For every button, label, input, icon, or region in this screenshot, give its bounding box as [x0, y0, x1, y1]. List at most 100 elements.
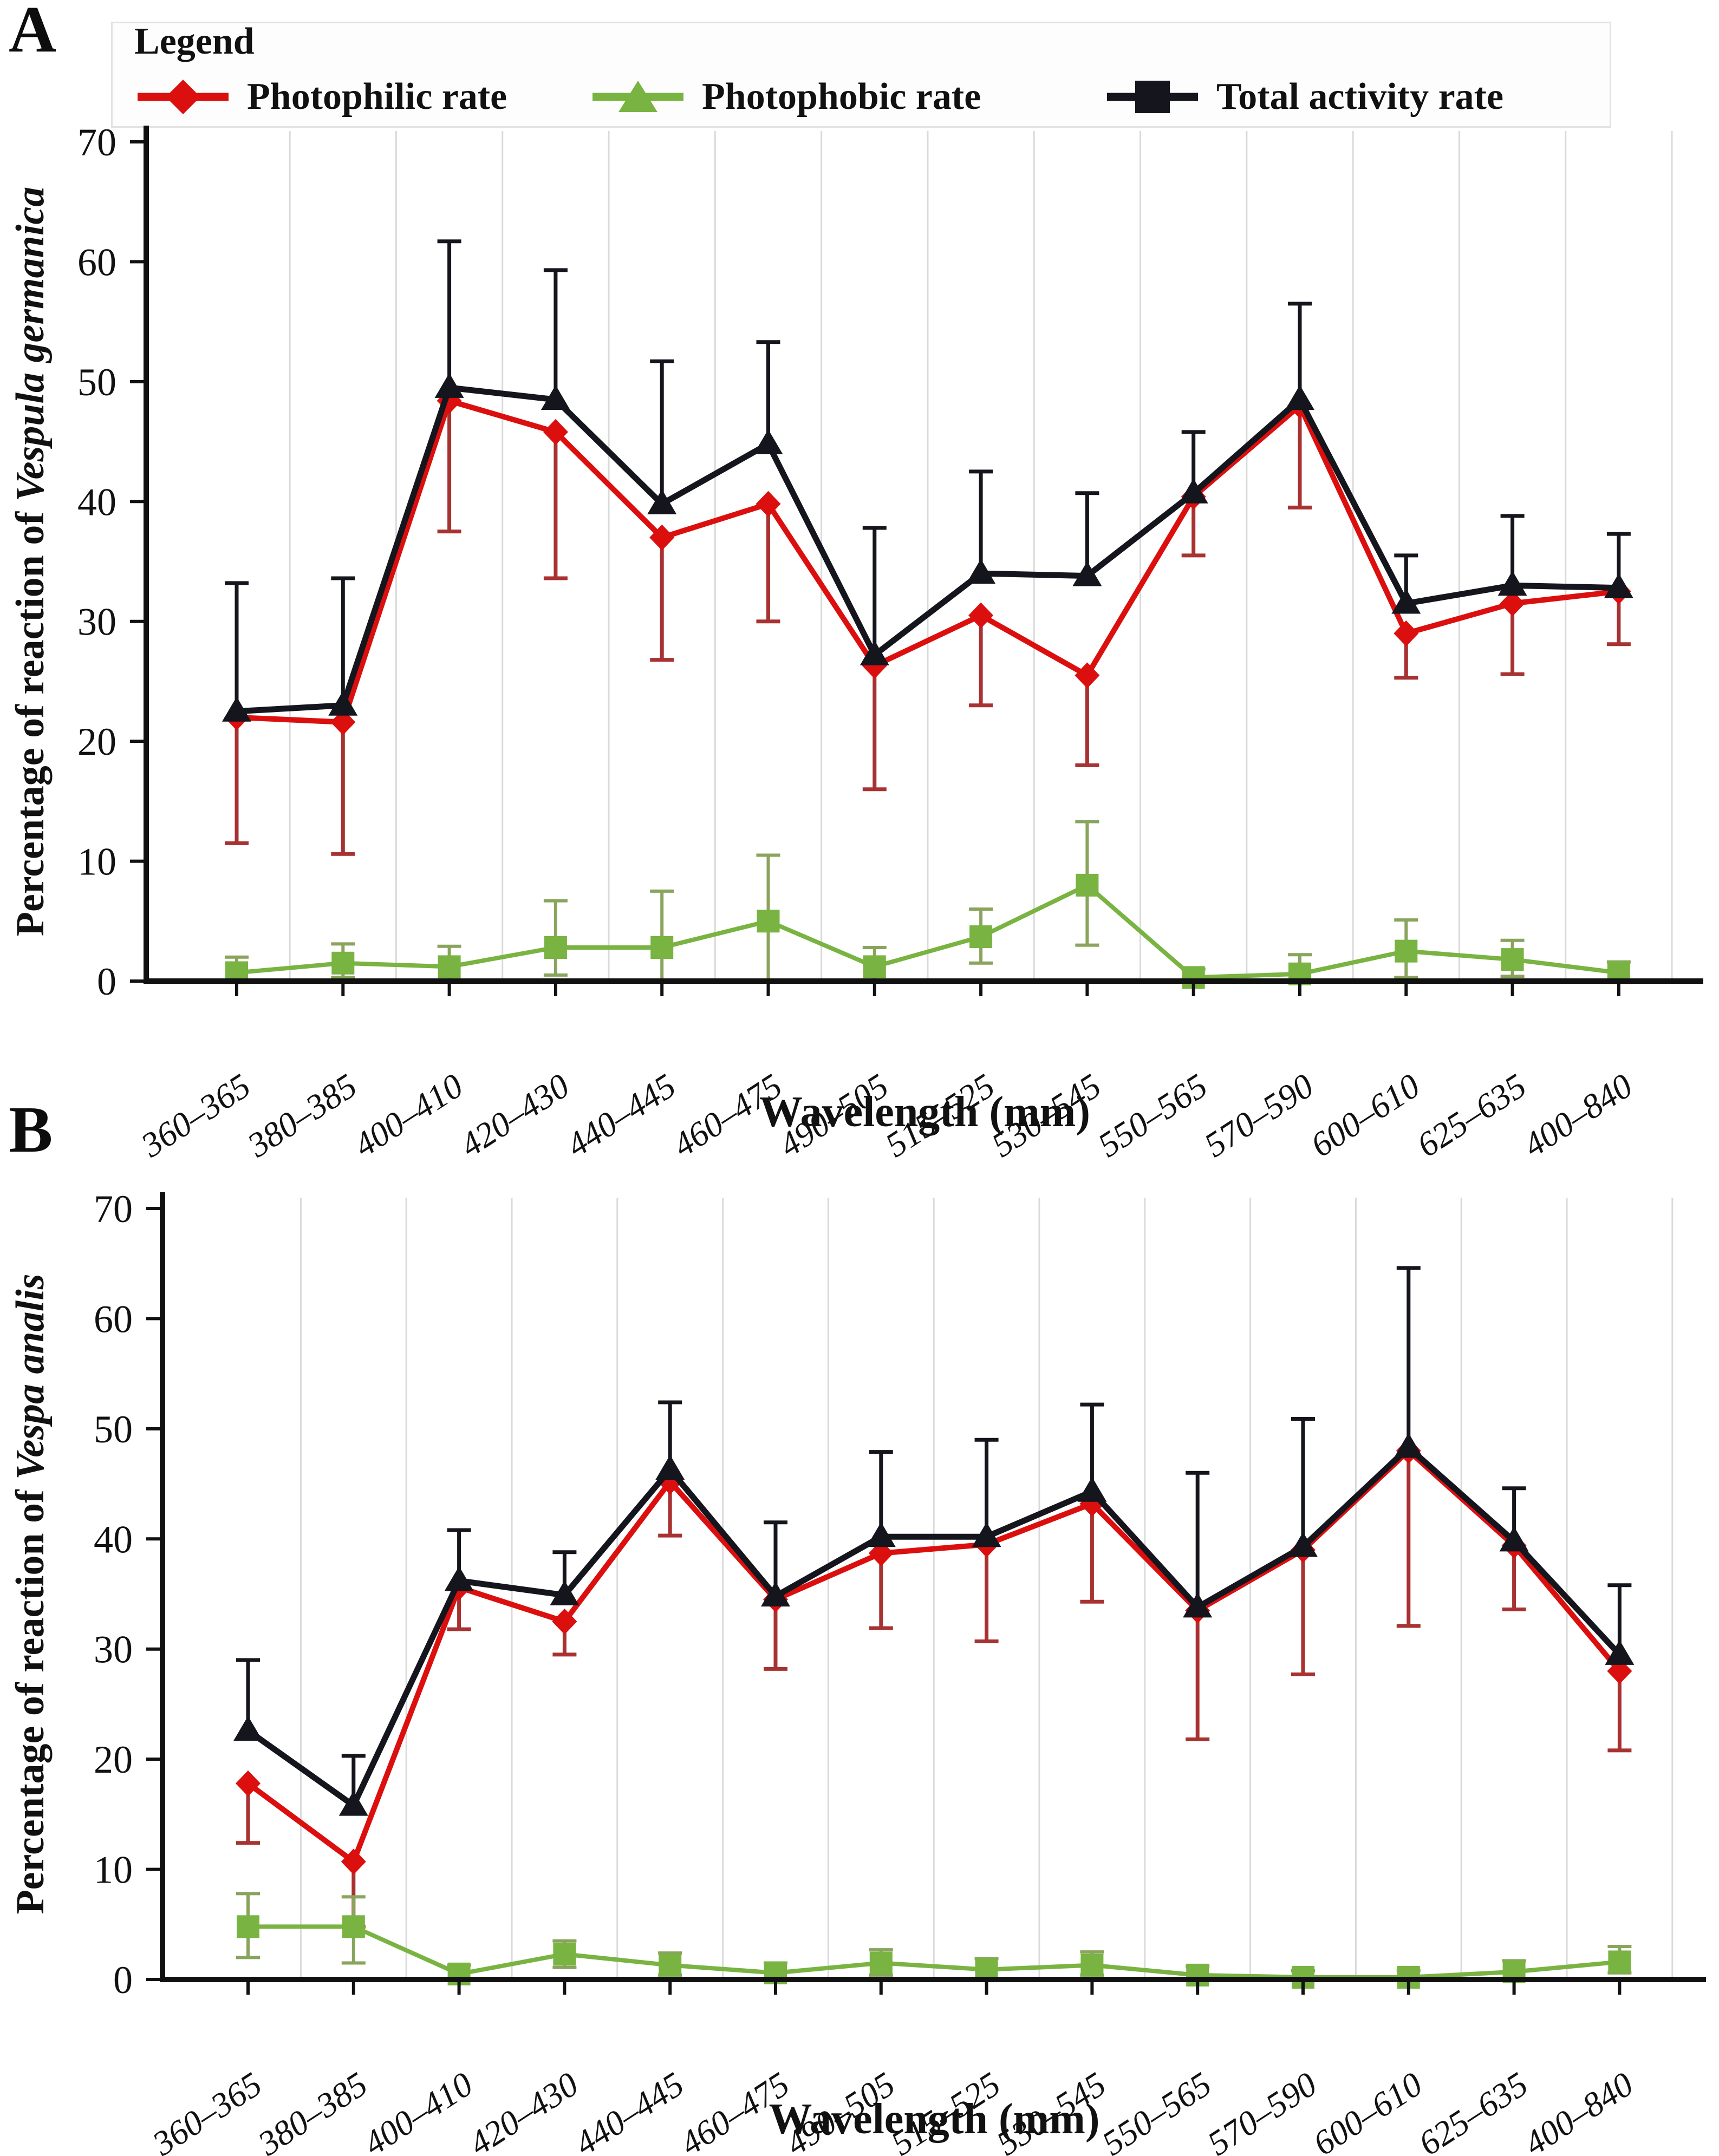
series-total-activity-rate — [222, 373, 1633, 722]
data-point — [650, 936, 674, 959]
x-tick-label: 550–565 — [1091, 1066, 1214, 1165]
y-tick-label: 40 — [77, 480, 116, 524]
data-point — [438, 955, 461, 978]
data-point — [969, 925, 993, 949]
x-tick-label: 440–445 — [559, 1066, 682, 1165]
data-point — [236, 1770, 261, 1796]
data-point — [1607, 1658, 1632, 1684]
y-tick-label: 30 — [94, 1628, 133, 1671]
x-tick-label: 600–610 — [1306, 2064, 1429, 2156]
data-point — [1395, 939, 1418, 963]
data-point — [972, 1522, 1001, 1547]
data-point — [222, 696, 251, 722]
data-point — [543, 419, 568, 445]
x-axis-title: Wavelength (mm) — [769, 2095, 1099, 2143]
x-tick-label: 570–590 — [1197, 1066, 1320, 1165]
y-tick-label: 30 — [77, 600, 116, 644]
x-tick-label: 400–840 — [1517, 2064, 1640, 2156]
x-tick-label: 420–430 — [462, 2064, 585, 2156]
legend-item-total-activity: Total activity rate — [1104, 75, 1503, 119]
data-point — [761, 1582, 790, 1607]
y-tick-label: 60 — [77, 240, 116, 284]
data-point — [756, 491, 781, 517]
x-tick-label: 380–385 — [240, 1066, 363, 1165]
legend-item-photophilic: Photophilic rate — [134, 75, 507, 119]
chart-panel-a: 0 10 20 30 40 50 60 70 360–365380–385400–410420–… — [8, 121, 1703, 1165]
data-point — [659, 1954, 682, 1977]
legend-item-label: Total activity rate — [1216, 76, 1504, 117]
data-point — [869, 1951, 893, 1975]
legend-item-photophobic: Photophobic rate — [589, 75, 981, 119]
x-tick-label: 380–385 — [251, 2064, 374, 2156]
y-tick-label: 10 — [77, 840, 116, 884]
data-point — [1288, 1532, 1318, 1557]
data-point — [328, 690, 358, 716]
data-point — [237, 1915, 259, 1938]
data-point — [1501, 948, 1524, 971]
data-point — [1605, 1639, 1635, 1665]
series-photophobic-rate — [225, 873, 1630, 989]
legend: Legend Photophilic rate Photophobic rate… — [111, 21, 1611, 128]
x-tick-label: 440–445 — [568, 2064, 691, 2156]
x-tick-label: 600–610 — [1304, 1066, 1427, 1165]
data-point — [341, 1848, 366, 1875]
panel-a-label: A — [9, 0, 57, 66]
data-point — [649, 524, 675, 551]
data-point — [966, 559, 996, 584]
y-tick-label: 50 — [94, 1408, 133, 1451]
data-point — [1497, 571, 1527, 596]
total-activity-marker-icon — [1107, 81, 1198, 113]
data-point — [550, 1580, 579, 1606]
data-point — [1394, 1433, 1423, 1458]
x-axis-title: Wavelength (mm) — [759, 1088, 1090, 1136]
data-point — [1499, 1526, 1529, 1552]
data-point — [1604, 573, 1633, 598]
data-point — [1608, 1950, 1631, 1974]
data-point — [1394, 620, 1419, 646]
data-point — [859, 640, 889, 665]
y-tick-label: 0 — [113, 1958, 133, 2002]
data-point — [757, 910, 780, 933]
panel-b-label: B — [9, 1093, 53, 1166]
data-point — [1076, 873, 1099, 897]
legend-item-label: Photophilic rate — [247, 76, 507, 117]
y-tick-label: 20 — [94, 1738, 133, 1781]
data-point — [1285, 385, 1314, 410]
y-tick-label: 0 — [97, 960, 116, 1003]
data-point — [342, 1915, 365, 1938]
data-point — [233, 1716, 263, 1741]
data-point — [444, 1566, 474, 1591]
y-tick-label: 70 — [77, 121, 116, 164]
x-tick-label: 625–635 — [1412, 2064, 1535, 2156]
data-point — [753, 429, 783, 454]
y-tick-label: 40 — [94, 1518, 133, 1561]
data-point — [552, 1608, 577, 1635]
series-total-activity-rate — [233, 1433, 1635, 1816]
axes — [130, 126, 1703, 996]
data-point — [862, 652, 887, 679]
chart-panel-b: 0 10 20 30 40 50 60 70 360–365380–385400–410420–… — [8, 1187, 1706, 2156]
y-tick-label: 70 — [94, 1187, 133, 1231]
data-point — [1080, 1954, 1104, 1977]
data-point — [1500, 590, 1525, 617]
data-point — [647, 489, 677, 514]
data-point — [553, 1943, 576, 1966]
data-point — [331, 951, 355, 975]
axes — [146, 1192, 1706, 1995]
x-tick-label: 400–410 — [347, 1066, 470, 1165]
data-point — [1075, 662, 1100, 689]
legend-item-label: Photophobic rate — [702, 76, 981, 117]
data-point — [1183, 1592, 1213, 1618]
y-axis-title: Percentage of reaction of Vespula german… — [8, 187, 53, 937]
data-point — [1178, 478, 1208, 504]
data-point — [655, 1455, 685, 1480]
y-tick-label: 10 — [94, 1848, 133, 1892]
data-point — [544, 936, 567, 959]
x-tick-label: 550–565 — [1095, 2064, 1218, 2156]
data-point — [863, 955, 886, 978]
y-axis-title: Percentage of reaction of Vespa analis — [8, 1273, 53, 1914]
data-point — [968, 602, 994, 629]
data-point — [866, 1522, 896, 1547]
data-point — [1079, 1491, 1105, 1517]
